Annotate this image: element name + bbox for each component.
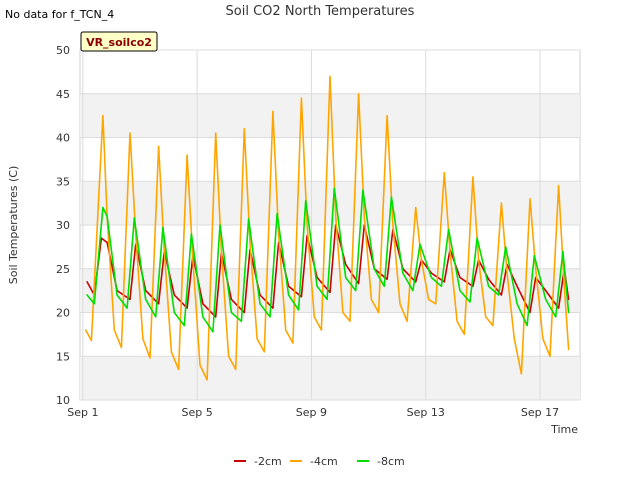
- x-tick-labels: Sep 1 Sep 5 Sep 9 Sep 13 Sep 17: [67, 406, 559, 419]
- y-tick-label: 25: [56, 263, 70, 276]
- x-tick-label: Sep 17: [521, 406, 559, 419]
- y-tick-label: 40: [56, 132, 70, 145]
- y-tick-label: 45: [56, 88, 70, 101]
- legend: -2cm -4cm -8cm: [234, 455, 405, 468]
- series-lines: [84, 75, 570, 381]
- series-line-4cm: [84, 75, 570, 381]
- x-tick-label: Sep 5: [182, 406, 213, 419]
- y-tick-labels: 10 15 20 25 30 35 40 45 50: [56, 44, 70, 407]
- series-line-8cm: [86, 187, 570, 333]
- series-line-2cm: [86, 224, 570, 318]
- station-badge-label: VR_soilco2: [86, 36, 152, 49]
- legend-label: -2cm: [254, 455, 282, 468]
- y-tick-label: 30: [56, 219, 70, 232]
- y-tick-label: 10: [56, 394, 70, 407]
- x-tick-label: Sep 9: [296, 406, 327, 419]
- x-tick-label: Sep 1: [67, 406, 98, 419]
- legend-label: -4cm: [310, 455, 338, 468]
- y-tick-label: 15: [56, 350, 70, 363]
- y-tick-label: 20: [56, 307, 70, 320]
- grid-bands: [80, 93, 580, 400]
- station-badge: VR_soilco2: [80, 31, 158, 52]
- y-axis-label: Soil Temperatures (C): [7, 166, 20, 285]
- grid-band: [80, 93, 580, 138]
- x-tick-label: Sep 13: [407, 406, 445, 419]
- grid-band: [80, 356, 580, 400]
- y-tick-label: 35: [56, 175, 70, 188]
- grid-lines: [80, 49, 580, 401]
- x-axis-label: Time: [550, 423, 578, 436]
- y-tick-label: 50: [56, 44, 70, 57]
- chart-title: Soil CO2 North Temperatures: [226, 4, 415, 19]
- legend-label: -8cm: [377, 455, 405, 468]
- grid-band: [80, 181, 580, 225]
- no-data-note: No data for f_TCN_4: [5, 8, 114, 21]
